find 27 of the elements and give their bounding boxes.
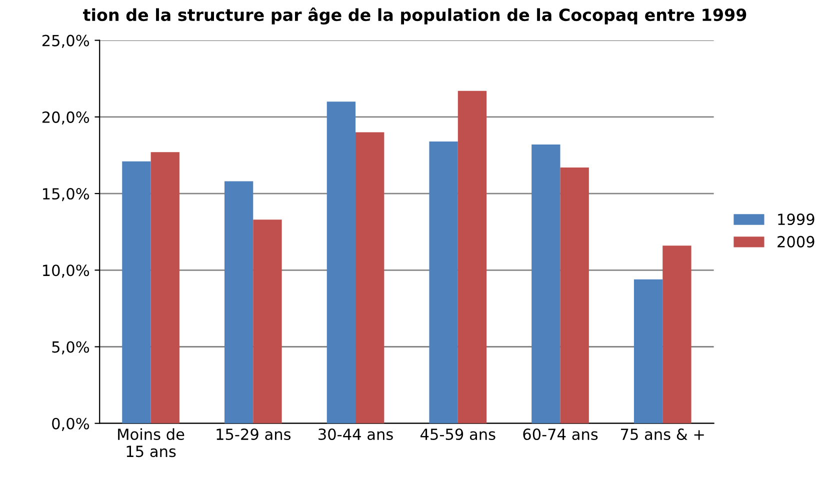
bar bbox=[458, 90, 487, 424]
y-tick-label: 15,0% bbox=[43, 188, 90, 202]
y-tick-label: 5,0% bbox=[52, 341, 90, 354]
bar bbox=[253, 220, 282, 424]
y-tick-label: 20,0% bbox=[42, 111, 90, 125]
x-tick-label: 75 ans & + bbox=[621, 428, 704, 440]
bar bbox=[326, 102, 356, 424]
y-tick-label: 10,0% bbox=[43, 264, 90, 278]
bar bbox=[662, 246, 692, 424]
bar bbox=[356, 132, 384, 424]
x-tick-label: 60-74 ans bbox=[523, 428, 598, 440]
bar bbox=[150, 152, 180, 424]
x-tick-label: 30-44 ans bbox=[318, 428, 393, 440]
y-tick-label: 0,0% bbox=[52, 418, 90, 431]
legend-label: 2009 bbox=[778, 236, 814, 248]
legend-label: 1999 bbox=[778, 214, 814, 226]
x-tick-label: 45-59 ans bbox=[420, 428, 496, 440]
chart-title: tion de la structure par âge de la population de la Cocopaq entre 1999 bbox=[83, 8, 746, 24]
bar bbox=[634, 279, 663, 424]
bar bbox=[122, 161, 151, 424]
bar bbox=[224, 181, 254, 424]
bar bbox=[560, 167, 589, 424]
x-tick-label: 15-29 ans bbox=[216, 428, 291, 440]
y-tick-label: 25,0% bbox=[42, 34, 90, 48]
bar bbox=[532, 144, 560, 424]
x-tick-label: Moins de 15 ans bbox=[118, 428, 184, 458]
bar bbox=[429, 141, 458, 424]
